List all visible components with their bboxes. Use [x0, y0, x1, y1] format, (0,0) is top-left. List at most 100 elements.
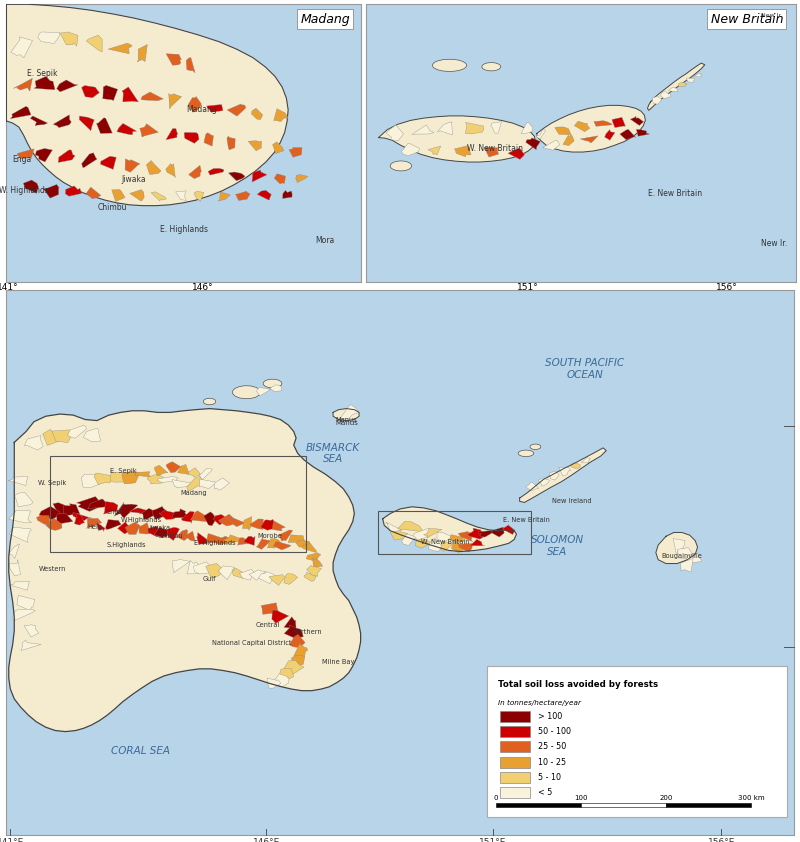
Polygon shape	[175, 530, 188, 541]
Polygon shape	[77, 497, 102, 511]
Polygon shape	[206, 104, 223, 112]
Polygon shape	[73, 513, 91, 520]
Polygon shape	[125, 159, 140, 173]
Polygon shape	[249, 570, 266, 580]
Polygon shape	[470, 539, 485, 546]
Polygon shape	[214, 478, 230, 490]
Polygon shape	[238, 537, 250, 546]
Text: BISMARCK
SEA: BISMARCK SEA	[306, 443, 360, 464]
Polygon shape	[86, 35, 102, 52]
Text: < 5: < 5	[538, 788, 552, 797]
Polygon shape	[141, 92, 163, 101]
Polygon shape	[227, 104, 246, 116]
Text: Chimbu: Chimbu	[158, 533, 183, 539]
Text: Jiwaka: Jiwaka	[122, 175, 146, 184]
Bar	[378, 510, 531, 554]
Polygon shape	[86, 518, 102, 529]
Polygon shape	[194, 562, 213, 574]
Text: Madang: Madang	[181, 489, 207, 496]
Polygon shape	[117, 124, 137, 135]
Text: 146°: 146°	[192, 284, 214, 292]
Polygon shape	[279, 669, 294, 680]
Polygon shape	[106, 520, 121, 530]
Text: 100: 100	[574, 795, 588, 801]
Polygon shape	[296, 174, 308, 183]
Polygon shape	[67, 425, 86, 438]
Polygon shape	[594, 120, 612, 126]
Polygon shape	[10, 106, 31, 119]
Polygon shape	[11, 37, 33, 58]
Polygon shape	[114, 502, 130, 516]
Text: Total soil loss avoided by forests: Total soil loss avoided by forests	[498, 680, 658, 690]
Polygon shape	[284, 625, 303, 638]
Text: Madang: Madang	[186, 105, 217, 115]
Polygon shape	[620, 130, 636, 140]
Polygon shape	[43, 184, 59, 198]
Polygon shape	[224, 535, 240, 544]
Polygon shape	[272, 610, 289, 623]
Polygon shape	[104, 502, 118, 514]
Polygon shape	[412, 125, 434, 134]
Polygon shape	[182, 511, 194, 524]
Polygon shape	[538, 478, 550, 486]
Text: Chimbu: Chimbu	[98, 203, 127, 211]
Polygon shape	[502, 525, 515, 535]
FancyBboxPatch shape	[486, 665, 787, 818]
Polygon shape	[687, 553, 702, 563]
Text: New Ir.: New Ir.	[762, 13, 783, 18]
Polygon shape	[169, 93, 182, 109]
Polygon shape	[558, 467, 571, 476]
Bar	[500, 757, 530, 768]
Polygon shape	[57, 80, 78, 92]
Polygon shape	[282, 190, 292, 199]
Polygon shape	[38, 32, 60, 44]
Polygon shape	[206, 563, 222, 578]
Polygon shape	[30, 116, 48, 125]
Polygon shape	[203, 398, 216, 405]
Polygon shape	[14, 493, 33, 507]
Text: S.Highlands: S.Highlands	[106, 542, 146, 548]
Polygon shape	[188, 97, 202, 112]
Polygon shape	[66, 186, 82, 196]
Polygon shape	[678, 547, 694, 558]
Polygon shape	[204, 512, 216, 525]
Text: Enga: Enga	[13, 155, 32, 164]
Polygon shape	[680, 558, 693, 572]
Polygon shape	[402, 143, 419, 156]
Polygon shape	[172, 560, 190, 573]
Polygon shape	[166, 163, 175, 178]
Polygon shape	[97, 118, 112, 134]
Polygon shape	[306, 566, 322, 576]
Polygon shape	[438, 122, 452, 135]
Bar	[500, 772, 530, 783]
Polygon shape	[402, 534, 415, 546]
Polygon shape	[248, 141, 262, 151]
Text: E. Sepik: E. Sepik	[26, 69, 57, 78]
Polygon shape	[229, 172, 245, 181]
Polygon shape	[130, 508, 152, 514]
Polygon shape	[37, 515, 50, 525]
Text: Western: Western	[38, 566, 66, 572]
Text: Northern: Northern	[292, 629, 322, 636]
Polygon shape	[458, 544, 472, 552]
Polygon shape	[612, 117, 626, 127]
Polygon shape	[274, 109, 288, 121]
Polygon shape	[171, 509, 190, 518]
Polygon shape	[206, 534, 222, 543]
Polygon shape	[9, 510, 32, 523]
Text: 141°E: 141°E	[0, 838, 24, 842]
Polygon shape	[175, 191, 186, 200]
Polygon shape	[159, 510, 180, 520]
Polygon shape	[130, 189, 144, 201]
Polygon shape	[291, 655, 305, 665]
Polygon shape	[79, 116, 94, 131]
Polygon shape	[74, 513, 85, 525]
Polygon shape	[60, 32, 78, 46]
Bar	[500, 787, 530, 798]
Polygon shape	[213, 514, 228, 525]
Text: National Capital District: National Capital District	[212, 640, 292, 646]
Bar	[500, 726, 530, 737]
Polygon shape	[8, 477, 28, 486]
Polygon shape	[398, 521, 423, 531]
Polygon shape	[154, 527, 171, 538]
